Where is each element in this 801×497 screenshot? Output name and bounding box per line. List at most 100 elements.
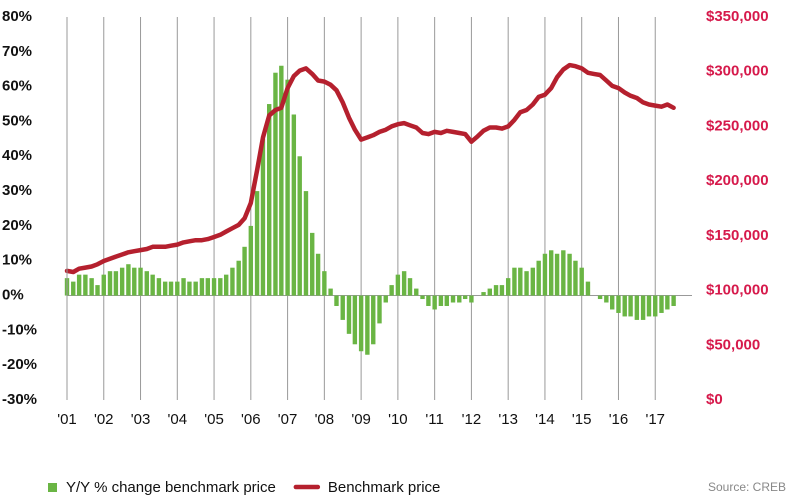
bar — [493, 285, 499, 296]
bar — [499, 285, 505, 296]
bar — [567, 253, 572, 296]
x-tick-label: '12 — [462, 411, 482, 428]
bar — [401, 271, 407, 296]
legend-label: Benchmark price — [328, 479, 441, 496]
bar — [181, 278, 186, 296]
bar — [542, 253, 548, 296]
bar — [634, 295, 640, 320]
x-tick-label: '01 — [57, 411, 77, 428]
y-tick-label: 60% — [2, 78, 32, 95]
bar — [242, 246, 247, 296]
x-tick-label: '10 — [388, 411, 408, 428]
y2-tick-label: $150,000 — [706, 227, 769, 244]
x-tick-label: '13 — [498, 411, 518, 428]
bar — [389, 285, 394, 296]
x-tick-label: '06 — [241, 411, 261, 428]
bar — [211, 278, 217, 296]
bar — [487, 288, 492, 296]
y2-tick-label: $200,000 — [706, 172, 769, 189]
bar — [162, 281, 168, 296]
bar — [113, 271, 119, 296]
bar — [518, 267, 523, 296]
bar — [585, 281, 591, 296]
bar — [315, 253, 321, 296]
bar — [119, 267, 125, 296]
bar — [132, 267, 137, 296]
bar — [407, 278, 413, 296]
legend-label: Y/Y % change benchmark price — [66, 479, 276, 496]
y2-tick-label: $350,000 — [706, 8, 769, 25]
bar — [193, 281, 198, 296]
bar — [383, 295, 388, 303]
bar — [260, 138, 266, 296]
x-tick-label: '08 — [315, 411, 335, 428]
bar — [126, 264, 131, 296]
bar — [365, 295, 370, 355]
bar — [352, 295, 358, 345]
y-tick-label: -30% — [2, 391, 37, 408]
bar — [310, 232, 315, 296]
bar — [671, 295, 676, 306]
bar — [334, 295, 339, 306]
bar — [138, 267, 143, 296]
x-tick-label: '05 — [204, 411, 224, 428]
x-tick-label: '04 — [168, 411, 188, 428]
bar — [95, 285, 100, 296]
bar — [156, 278, 162, 296]
y-tick-label: 30% — [2, 182, 32, 199]
y-tick-label: 80% — [2, 8, 32, 25]
bar — [548, 250, 554, 296]
y-tick-label: 40% — [2, 147, 32, 164]
bar — [536, 260, 541, 296]
bar — [223, 274, 229, 296]
x-tick-label: '15 — [572, 411, 592, 428]
source: Source: CREB — [708, 480, 786, 494]
y2-tick-label: $0 — [706, 391, 723, 408]
bar — [322, 271, 327, 296]
bar — [371, 295, 376, 345]
y2-tick-label: $50,000 — [706, 336, 760, 353]
bar — [426, 295, 431, 306]
bar — [653, 295, 658, 317]
x-tick-label: '02 — [94, 411, 114, 428]
bar — [89, 278, 94, 296]
bar — [175, 281, 180, 296]
bar — [267, 104, 272, 296]
bar — [150, 274, 155, 296]
bar — [358, 295, 364, 352]
bar — [665, 295, 670, 310]
bar — [377, 295, 382, 324]
y-tick-label: 70% — [2, 43, 32, 60]
x-tick-label: '09 — [351, 411, 371, 428]
bar — [291, 114, 297, 296]
y-tick-label: 20% — [2, 217, 32, 234]
bar — [303, 191, 309, 296]
bar — [187, 281, 192, 296]
bar — [512, 267, 517, 296]
y2-tick-label: $300,000 — [706, 63, 769, 80]
bar — [168, 281, 174, 296]
bar — [659, 295, 664, 313]
bar — [640, 295, 646, 320]
legend-swatch — [48, 483, 57, 492]
x-tick-label: '14 — [535, 411, 555, 428]
bar — [285, 79, 290, 296]
bar — [524, 271, 529, 296]
bar — [579, 267, 584, 296]
bar — [71, 281, 76, 296]
bar — [469, 295, 474, 303]
y2-tick-label: $250,000 — [706, 117, 769, 134]
y-tick-label: -20% — [2, 356, 37, 373]
bar — [646, 295, 652, 317]
bar — [248, 225, 254, 296]
price-line — [64, 62, 676, 275]
bar — [101, 274, 106, 296]
x-tick-label: '17 — [645, 411, 665, 428]
bar — [622, 295, 627, 317]
bar — [395, 274, 401, 296]
bar — [438, 295, 444, 306]
bar — [346, 295, 352, 334]
bar — [462, 295, 468, 300]
